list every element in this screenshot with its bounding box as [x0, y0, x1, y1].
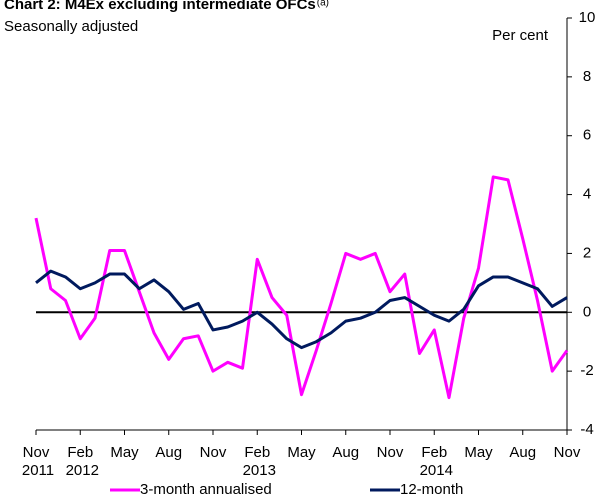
x-tick-label: May — [287, 444, 316, 461]
series-line — [34, 175, 569, 400]
x-year-label: 2011 — [22, 462, 54, 479]
x-tick-label: Aug — [155, 444, 182, 461]
subtitle: Seasonally adjusted — [4, 18, 138, 35]
y-tick-label: 10 — [579, 9, 596, 26]
x-tick-label: Feb — [421, 444, 447, 461]
x-tick-label: Feb — [67, 444, 93, 461]
legend-label: 3-month annualised — [140, 481, 272, 498]
x-tick-label: Nov — [377, 444, 404, 461]
x-tick-label: May — [464, 444, 493, 461]
x-tick-label: Aug — [509, 444, 536, 461]
chart-title: Chart 2: M4Ex excluding intermediate OFC… — [4, 0, 316, 13]
y-tick-label: 2 — [583, 244, 591, 261]
y-tick-label: 6 — [583, 127, 591, 144]
series-line — [35, 269, 568, 350]
y-tick-label: -4 — [580, 421, 593, 438]
y-tick-label: 8 — [583, 68, 591, 85]
x-tick-label: Feb — [244, 444, 270, 461]
x-year-label: 2013 — [243, 462, 276, 479]
y-tick-label: -2 — [580, 362, 593, 379]
x-year-label: 2012 — [66, 462, 99, 479]
x-tick-label: Nov — [23, 444, 50, 461]
x-tick-label: Nov — [554, 444, 581, 461]
title-note: (a) — [317, 0, 329, 9]
x-tick-label: Aug — [332, 444, 359, 461]
legend-label: 12-month — [400, 481, 463, 498]
y-tick-label: 0 — [583, 303, 591, 320]
x-tick-label: May — [110, 444, 139, 461]
x-year-label: 2014 — [420, 462, 453, 479]
y-axis-label: Per cent — [492, 27, 549, 44]
x-tick-label: Nov — [200, 444, 227, 461]
y-tick-label: 4 — [583, 186, 591, 203]
